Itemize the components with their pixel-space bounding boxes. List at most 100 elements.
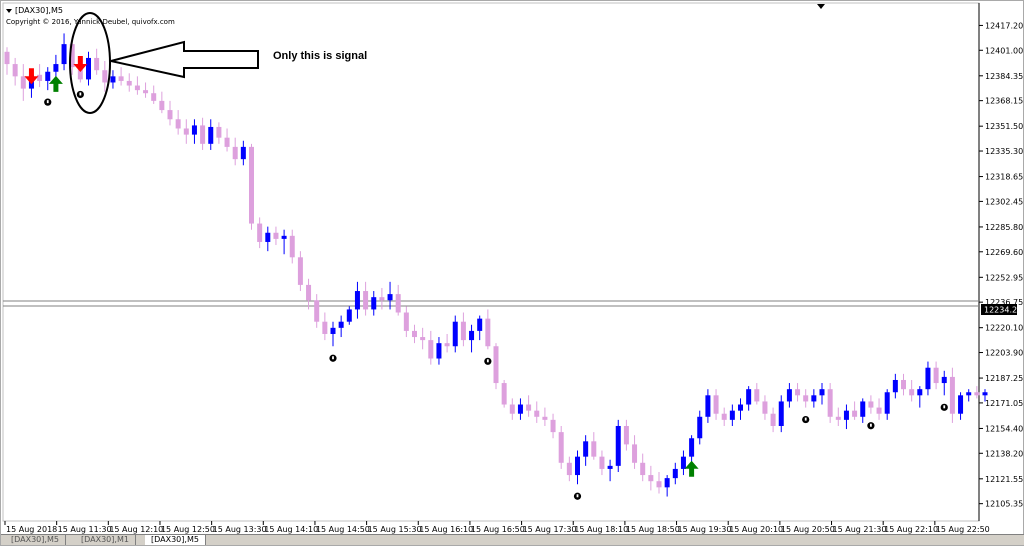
candle (615, 419, 621, 472)
candle (314, 294, 320, 328)
candle (974, 386, 980, 399)
window-menu-triangle-icon[interactable] (6, 9, 12, 13)
plot-area[interactable] (2, 2, 980, 522)
candle (868, 395, 874, 414)
x-tick-label: 15 Aug 17:30 (523, 525, 577, 534)
candle (705, 389, 711, 423)
x-tick-label: 15 Aug 15:30 (368, 525, 422, 534)
candle (257, 217, 263, 249)
highlight-ellipse (69, 12, 111, 114)
candle (656, 471, 662, 494)
lock-signal-icon (76, 90, 84, 99)
candle (550, 413, 556, 439)
candle (371, 291, 377, 316)
annotation-text: Only this is signal (273, 50, 367, 62)
current-price-label: 12234.26 (984, 306, 1022, 315)
candle (460, 312, 466, 347)
candle (892, 373, 898, 399)
candle (786, 383, 792, 408)
candle (37, 64, 43, 88)
candle (860, 398, 866, 423)
lock-signal-icon (44, 98, 52, 106)
candle (664, 475, 670, 497)
candle (607, 459, 613, 482)
lock-signal-icon (802, 415, 810, 424)
candle (151, 85, 157, 104)
annotation-arrow-icon (110, 40, 259, 79)
symbol-label: [DAX30],M5 (15, 6, 63, 15)
candle (933, 361, 939, 390)
candle (925, 361, 931, 396)
y-tick-label: 12105.35 (985, 500, 1023, 509)
price-axis: 12417.20 12401.00 12384.35 12368.15 12351.50… (979, 21, 1023, 509)
lock-signal-icon (484, 357, 492, 365)
candle (20, 64, 26, 101)
tab-chart-1[interactable]: [DAX30],M5 (5, 535, 66, 545)
signals-group (24, 55, 948, 500)
candle (289, 229, 295, 264)
x-tick-label: 15 Aug 16:10 (419, 525, 473, 534)
candle (852, 401, 858, 420)
candle (835, 407, 841, 426)
buy-signal-up-arrow-icon (48, 75, 63, 92)
y-tick-label: 12351.50 (985, 122, 1023, 131)
lock-signal-icon (329, 354, 337, 362)
candle (420, 327, 426, 350)
x-tick-label: 15 Aug 14:50 (316, 525, 370, 534)
candle (412, 324, 417, 344)
candle (395, 284, 401, 316)
y-tick-label: 12220.10 (985, 324, 1023, 333)
lock-signal-icon (573, 492, 582, 500)
y-tick-label: 12368.15 (985, 97, 1023, 106)
candles-group (4, 33, 988, 497)
candle (118, 67, 124, 86)
y-tick-label: 12269.60 (985, 248, 1023, 257)
tab-chart-2[interactable]: [DAX30],M1 (75, 535, 136, 545)
candle (770, 407, 776, 433)
candle (501, 379, 507, 408)
candle (803, 389, 809, 408)
x-tick-label: 15 Aug 20:10 (729, 525, 783, 534)
x-tick-label: 15 Aug 22:50 (936, 525, 990, 534)
shift-marker-icon[interactable] (817, 4, 825, 9)
horizontal-lines[interactable] (3, 300, 979, 307)
candle (322, 312, 328, 341)
candle (330, 321, 336, 347)
candle (183, 119, 189, 144)
y-tick-label: 12401.00 (985, 46, 1023, 55)
candle (485, 309, 491, 350)
candle (632, 435, 638, 469)
candle (477, 315, 483, 341)
x-tick-label: 15 Aug 18:10 (574, 525, 628, 534)
candle (689, 435, 695, 463)
x-tick-label: 15 Aug 19:30 (678, 525, 732, 534)
candle (297, 251, 303, 292)
candle (762, 395, 768, 420)
candle (436, 337, 442, 365)
candle (61, 33, 67, 71)
y-tick-label: 12302.45 (985, 197, 1023, 206)
candle (240, 140, 246, 166)
candle (134, 76, 140, 95)
candle (249, 143, 254, 230)
candle (265, 226, 271, 252)
candle (566, 456, 572, 482)
candle (86, 51, 91, 86)
candle (224, 128, 230, 152)
y-tick-label: 12335.30 (985, 147, 1023, 156)
candle (338, 315, 344, 338)
candle (428, 330, 434, 365)
tab-chart-3[interactable]: [DAX30],M5 (145, 535, 206, 545)
candle (191, 119, 197, 144)
candle (354, 281, 360, 319)
candle (901, 373, 906, 396)
candle (697, 410, 703, 445)
candle (917, 386, 923, 408)
y-tick-label: 12138.20 (985, 449, 1023, 458)
candle (273, 226, 279, 246)
x-tick-label: 15 Aug 13:30 (213, 525, 267, 534)
candle (126, 73, 132, 92)
